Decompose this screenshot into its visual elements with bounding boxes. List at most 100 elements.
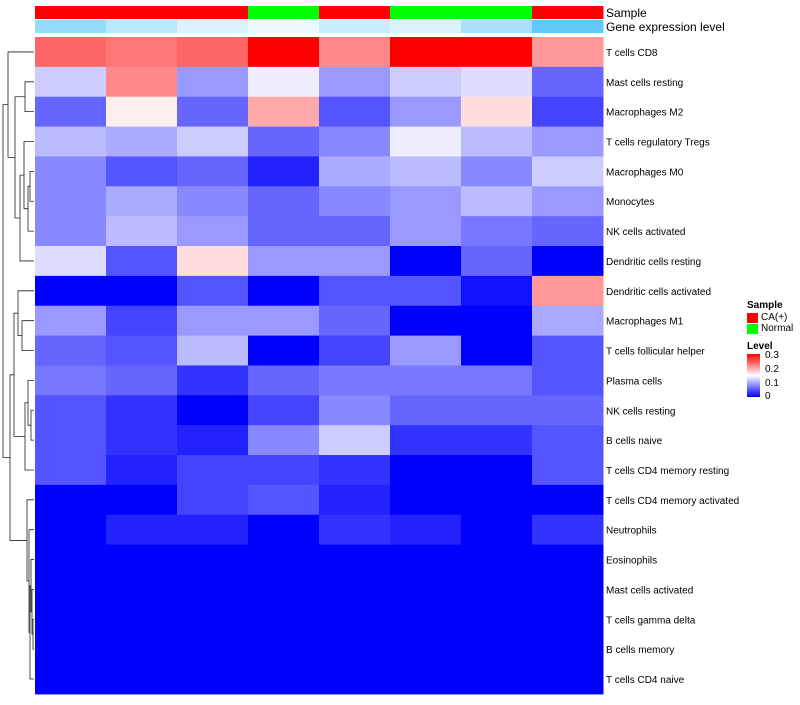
heatmap-cell — [319, 664, 391, 695]
heatmap-cell — [390, 544, 462, 575]
heatmap-cell — [177, 216, 249, 247]
heatmap-cell — [390, 96, 462, 128]
heatmap-cell — [461, 484, 533, 516]
heatmap-cell — [319, 514, 391, 546]
heatmap-cell — [390, 484, 462, 516]
heatmap-cell — [319, 186, 391, 217]
row-label: Macrophages M1 — [606, 317, 684, 328]
heatmap-cell — [532, 156, 604, 187]
heatmap-cell — [106, 305, 178, 337]
heatmap-cell — [106, 66, 178, 98]
heatmap-cell — [390, 156, 462, 187]
heatmap-cell — [177, 156, 249, 187]
heatmap-cell — [461, 96, 533, 128]
heatmap-cell — [106, 126, 178, 157]
sample-annotation-cell — [177, 6, 249, 19]
row-label: B cells naive — [606, 436, 663, 447]
row-label: T cells CD4 naive — [606, 675, 685, 686]
heatmap-cell — [390, 305, 462, 337]
heatmap-cell — [35, 365, 107, 396]
heatmap-cell — [532, 96, 604, 128]
heatmap-cell — [35, 634, 107, 665]
heatmap-cell — [390, 186, 462, 217]
heatmap-cell — [177, 664, 249, 695]
heatmap-cell — [532, 37, 604, 68]
heatmap-cell — [319, 574, 391, 605]
heatmap-cell — [177, 305, 249, 337]
heatmap-cell — [319, 305, 391, 337]
heatmap-cell — [532, 395, 604, 426]
heatmap-cell — [319, 634, 391, 665]
heatmap-cell — [106, 574, 178, 605]
heatmap-cell — [248, 544, 320, 575]
heatmap-cell — [532, 574, 604, 605]
heatmap-cell — [461, 664, 533, 695]
heatmap-cell — [461, 66, 533, 98]
heatmap-cell — [35, 484, 107, 516]
row-label: Plasma cells — [606, 376, 662, 387]
heatmap-cell — [532, 514, 604, 546]
heatmap-cells — [35, 37, 604, 695]
heatmap-cell — [461, 275, 533, 307]
sample-annotation-cell — [106, 6, 178, 19]
heatmap-cell — [35, 455, 107, 486]
heatmap-cell — [248, 186, 320, 217]
dendrogram-branch — [24, 81, 34, 113]
expression-annotation-cell — [461, 20, 533, 33]
heatmap-cell — [461, 425, 533, 456]
heatmap-cell — [35, 66, 107, 98]
level-legend-title: Level — [747, 341, 773, 352]
heatmap-cell — [248, 574, 320, 605]
heatmap-cell — [248, 514, 320, 546]
sample-annotation-label: Sample — [606, 6, 647, 20]
dendrogram-branch — [32, 618, 34, 650]
row-label: B cells memory — [606, 645, 674, 656]
heatmap-cell — [532, 455, 604, 486]
row-label: Macrophages M0 — [606, 167, 684, 178]
heatmap-cell — [390, 37, 462, 68]
legend-item-normal: Normal — [747, 323, 793, 334]
dendrogram-branch — [19, 174, 34, 262]
row-label: T cells CD4 memory resting — [606, 466, 729, 477]
expression-annotation-cell — [319, 20, 391, 33]
heatmap-cell — [35, 335, 107, 366]
heatmap-cell — [461, 604, 533, 635]
heatmap-cell — [177, 484, 249, 516]
heatmap-cell — [532, 425, 604, 456]
legend-swatch-ca — [747, 312, 758, 323]
heatmap-cell — [248, 484, 320, 516]
heatmap-cell — [390, 664, 462, 695]
dendrogram-branch — [2, 104, 10, 459]
dendrogram-branch — [30, 559, 34, 613]
sample-annotation-cell — [319, 6, 391, 19]
heatmap-cell — [35, 37, 107, 68]
heatmap-cell — [461, 305, 533, 337]
dendrogram-branch — [24, 402, 34, 471]
row-label: T cells CD8 — [606, 48, 658, 59]
heatmap-cell — [35, 186, 107, 217]
heatmap-cell — [248, 604, 320, 635]
heatmap-cell — [390, 66, 462, 98]
heatmap-cell — [35, 156, 107, 187]
heatmap-cell — [248, 634, 320, 665]
heatmap-cell — [35, 544, 107, 575]
heatmap-cell — [390, 395, 462, 426]
heatmap-cell — [532, 126, 604, 157]
row-label: Neutrophils — [606, 526, 657, 537]
row-label: Mast cells activated — [606, 585, 693, 596]
heatmap-cell — [319, 395, 391, 426]
heatmap-cell — [177, 66, 249, 98]
heatmap-cell — [532, 544, 604, 575]
heatmap-cell — [106, 335, 178, 366]
heatmap-cell — [106, 37, 178, 68]
heatmap-cell — [461, 634, 533, 665]
legend-swatch-normal — [747, 323, 758, 334]
heatmap-cell — [319, 66, 391, 98]
heatmap-cell — [390, 126, 462, 157]
heatmap-cell — [35, 275, 107, 307]
heatmap-cell — [248, 96, 320, 128]
heatmap-cell — [532, 275, 604, 307]
sample-annotation-cell — [532, 6, 604, 19]
level-tick-label: 0.2 — [765, 364, 779, 375]
heatmap-cell — [106, 634, 178, 665]
